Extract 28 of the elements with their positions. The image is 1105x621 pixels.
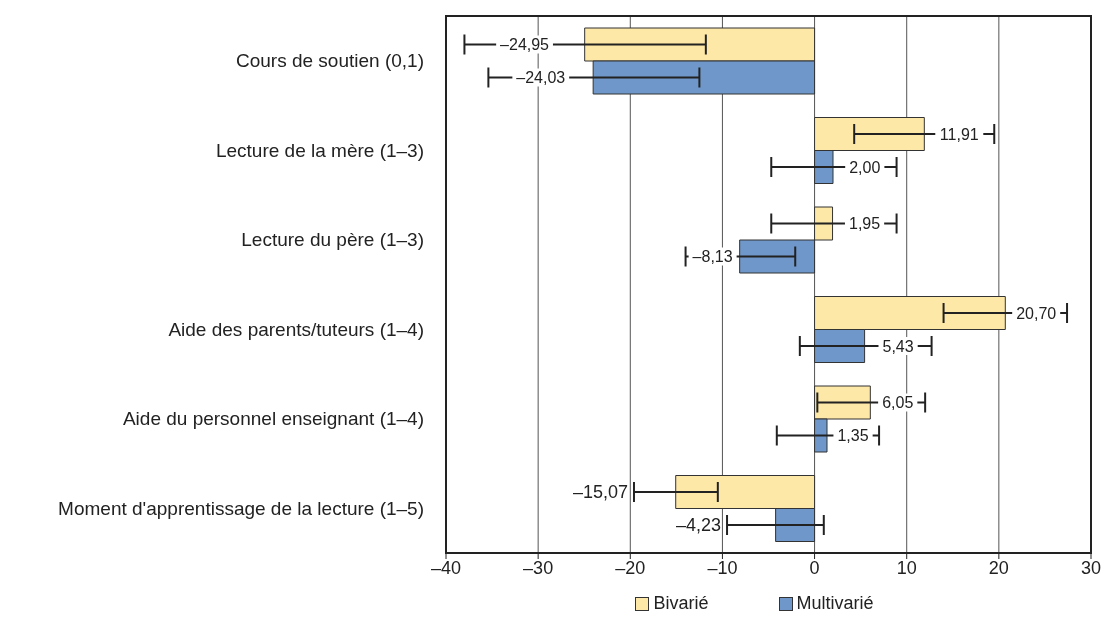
data-label: –4,23: [675, 515, 722, 536]
x-tick-label: –40: [430, 557, 462, 578]
y-tick-label: Lecture du père (1–3): [241, 229, 424, 251]
data-label: 1,95: [848, 215, 881, 233]
data-label: 11,91: [939, 125, 979, 143]
legend-label: Multivarié: [796, 593, 874, 614]
data-label: 2,00: [849, 158, 881, 176]
data-label: 20,70: [1016, 304, 1057, 322]
x-tick-label: –30: [523, 557, 554, 578]
data-label: –24,95: [500, 36, 550, 54]
x-tick-label: 20: [988, 557, 1009, 578]
x-tick-label: –10: [707, 557, 738, 578]
y-tick-label: Aide du personnel enseignant (1–4): [122, 408, 424, 430]
x-tick-label: –20: [615, 557, 646, 578]
data-label: –8,13: [692, 248, 733, 266]
data-label: –24,03: [516, 69, 566, 87]
x-tick-label: 0: [809, 557, 820, 578]
data-label: 1,35: [837, 427, 869, 445]
y-tick-label: Aide des parents/tuteurs (1–4): [168, 318, 424, 340]
y-tick-label: Lecture de la mère (1–3): [215, 139, 424, 161]
x-tick-label: 10: [896, 557, 917, 578]
y-tick-label: Moment d'apprentissage de la lecture (1–5): [58, 497, 424, 519]
y-tick-label: Cours de soutien (0,1): [236, 50, 424, 72]
data-label: 5,43: [882, 337, 914, 355]
x-tick-label: 30: [1080, 557, 1102, 578]
legend-label: Bivarié: [653, 593, 709, 614]
data-label: 6,05: [882, 394, 914, 412]
data-label: –15,07: [572, 482, 628, 503]
